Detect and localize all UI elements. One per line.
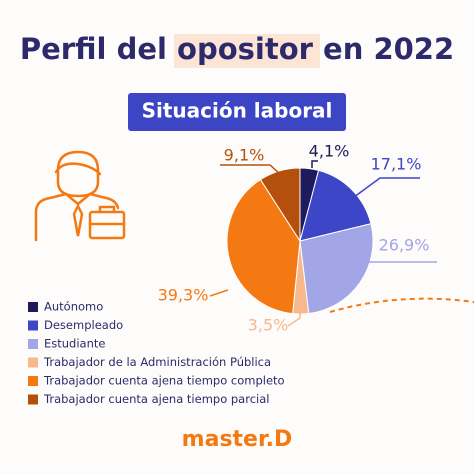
legend-swatch [28,339,38,349]
legend-label: Desempleado [44,318,123,332]
pie-slice [299,169,372,242]
legend-swatch [28,357,38,368]
legend-swatch [28,320,38,331]
leader-line [287,308,301,327]
person-icon [34,150,126,242]
legend-label: Estudiante [44,337,105,351]
legend-swatch [28,302,38,312]
data-label: 9,1% [224,146,265,165]
decorative-curve [329,297,474,313]
leader-line [311,160,318,168]
data-label: 17,1% [371,155,422,174]
data-label: 39,3% [158,286,209,305]
data-label: 26,9% [379,236,430,255]
title-highlight [174,34,320,68]
legend-swatch [28,394,38,405]
legend-label: Trabajador cuenta ajena tiempo completo [43,374,285,388]
legend-label: Trabajador cuenta ajena tiempo parcial [43,392,269,406]
chart-title: Perfil del opositor en 2022 [20,32,454,66]
pie-slice [299,223,374,315]
brand-logo: master.D [182,427,293,452]
data-label: 4,1% [309,142,350,161]
legend-label: Autónomo [44,300,103,314]
subtitle-box [128,93,346,131]
leader-line [349,177,420,201]
leader-line [209,289,229,297]
leader-line [220,164,281,175]
legend-swatch [28,376,38,386]
data-label: 3,5% [248,316,289,335]
legend: Autónomo Desempleado Estudiante Trabajador … [28,300,285,406]
pie: 4,1% 17,1% 26,9% 3,5% 39,3% 9,1% [158,142,437,335]
subtitle: Situación laboral [142,99,333,123]
pie-slice [259,167,301,243]
legend-label: Trabajador de la Administración Pública [43,355,271,369]
